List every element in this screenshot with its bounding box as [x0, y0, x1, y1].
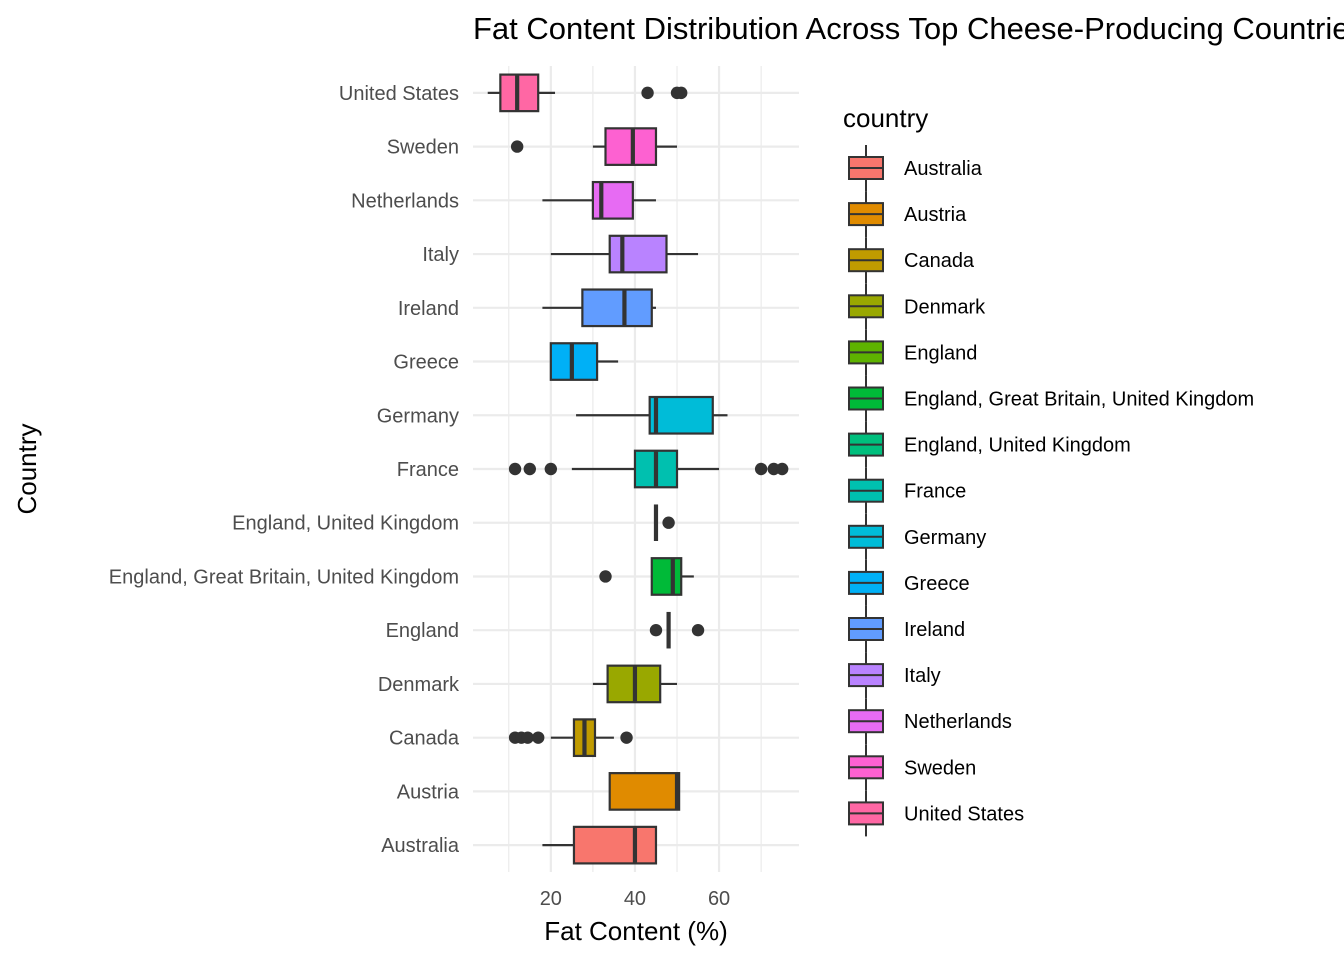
legend-item-7: France: [848, 467, 966, 514]
box-14: [487, 73, 688, 113]
y-tick-label-9: Greece: [393, 352, 459, 374]
y-tick-label-12: Netherlands: [351, 190, 459, 212]
outlier-14-2: [675, 86, 688, 100]
legend-item-14: United States: [848, 790, 1024, 837]
legend-label-0: Australia: [904, 158, 983, 180]
outlier-7-5: [775, 462, 789, 476]
legend-label-3: Denmark: [904, 296, 986, 318]
y-tick-label-0: Australia: [381, 835, 460, 857]
legend-label-2: Canada: [904, 250, 975, 272]
box-11: [550, 234, 699, 274]
outlier-2-4: [620, 731, 633, 744]
outlier-7-1: [523, 462, 536, 476]
box-body-13: [604, 127, 658, 166]
legend-label-1: Austria: [904, 204, 967, 226]
box-body-14: [499, 73, 540, 113]
legend-item-0: Australia: [848, 145, 983, 191]
legend-label-10: Ireland: [904, 619, 965, 641]
legend-item-5: England, Great Britain, United Kingdom: [848, 375, 1254, 422]
box-2: [508, 718, 633, 758]
legend-item-8: Germany: [848, 513, 986, 560]
box-7: [508, 449, 789, 489]
y-tick-label-10: Ireland: [398, 298, 459, 320]
y-tick-label-4: England: [386, 620, 459, 642]
legend-items: Australia Austria Canada Denmark England Engl…: [848, 145, 1254, 837]
box-body-11: [608, 234, 668, 274]
y-tick-label-13: Sweden: [387, 137, 459, 159]
legend-label-9: Greece: [904, 573, 970, 595]
y-tick-label-3: Denmark: [378, 674, 460, 696]
x-tick-label-0: 20: [540, 888, 562, 910]
chart-title: Fat Content Distribution Across Top Chee…: [473, 11, 1344, 46]
legend-label-4: England: [904, 342, 977, 364]
legend: country Australia Austria Canada Denmark Eng…: [843, 103, 1254, 837]
outlier-5-0: [599, 570, 612, 583]
box-body-12: [591, 180, 634, 220]
x-tick-label-2: 60: [708, 888, 730, 910]
box-8: [576, 395, 728, 435]
box-body-0: [572, 825, 658, 865]
legend-item-9: Greece: [848, 559, 970, 606]
legend-item-4: England: [848, 329, 977, 376]
box-10: [542, 288, 656, 328]
x-axis-title: Fat Content (%): [544, 916, 728, 946]
box-body-1: [608, 772, 681, 811]
box-body-8: [648, 395, 714, 435]
legend-item-10: Ireland: [848, 606, 965, 652]
legend-label-6: England, United Kingdom: [904, 435, 1131, 457]
box-6: [653, 504, 675, 542]
x-tick-labels: 20 40 60: [540, 888, 731, 910]
legend-item-6: England, United Kingdom: [848, 421, 1131, 468]
box-body-9: [549, 342, 599, 381]
legend-item-1: Austria: [848, 191, 967, 238]
box-0: [542, 825, 658, 865]
legend-label-13: Sweden: [904, 757, 976, 779]
y-tick-label-2: Canada: [389, 728, 460, 750]
outlier-7-3: [754, 462, 768, 476]
box-4: [649, 611, 705, 649]
y-tick-label-1: Austria: [397, 781, 460, 803]
legend-title: country: [843, 103, 928, 133]
legend-label-8: Germany: [904, 527, 986, 549]
legend-item-2: Canada: [848, 237, 975, 284]
outlier-7-2: [544, 462, 558, 476]
legend-label-5: England, Great Britain, United Kingdom: [904, 389, 1254, 411]
y-tick-label-14: United States: [339, 83, 459, 105]
outlier-2-2: [521, 731, 534, 744]
box-layer: [487, 73, 789, 865]
box-body-5: [650, 557, 683, 596]
outlier-2-3: [532, 731, 545, 744]
outlier-14-0: [641, 86, 654, 100]
y-tick-label-5: England, Great Britain, United Kingdom: [109, 566, 459, 588]
outlier-4-1: [691, 624, 705, 637]
legend-item-3: Denmark: [848, 283, 986, 330]
y-tick-label-8: Germany: [377, 405, 459, 427]
legend-label-7: France: [904, 481, 966, 503]
y-tick-labels: Australia Austria Canada Denmark England Engl…: [109, 83, 460, 857]
y-tick-label-11: Italy: [422, 244, 459, 266]
legend-label-12: Netherlands: [904, 711, 1012, 733]
legend-item-12: Netherlands: [848, 698, 1012, 745]
outlier-6-0: [662, 516, 675, 529]
box-12: [542, 180, 656, 220]
box-3: [592, 664, 678, 704]
box-13: [510, 127, 678, 166]
legend-item-11: Italy: [848, 652, 941, 699]
box-1: [608, 772, 681, 811]
outlier-13-0: [510, 140, 524, 153]
legend-label-14: United States: [904, 803, 1024, 825]
y-tick-label-7: France: [397, 459, 459, 481]
box-9: [549, 342, 619, 381]
outlier-4-0: [649, 624, 663, 637]
box-body-10: [581, 288, 653, 328]
y-axis-title: Country: [12, 423, 42, 514]
box-5: [599, 557, 694, 596]
legend-item-13: Sweden: [848, 744, 976, 791]
x-tick-label-1: 40: [624, 888, 646, 910]
y-tick-label-6: England, United Kingdom: [232, 513, 459, 535]
legend-label-11: Italy: [904, 665, 941, 687]
outlier-7-0: [508, 462, 522, 476]
